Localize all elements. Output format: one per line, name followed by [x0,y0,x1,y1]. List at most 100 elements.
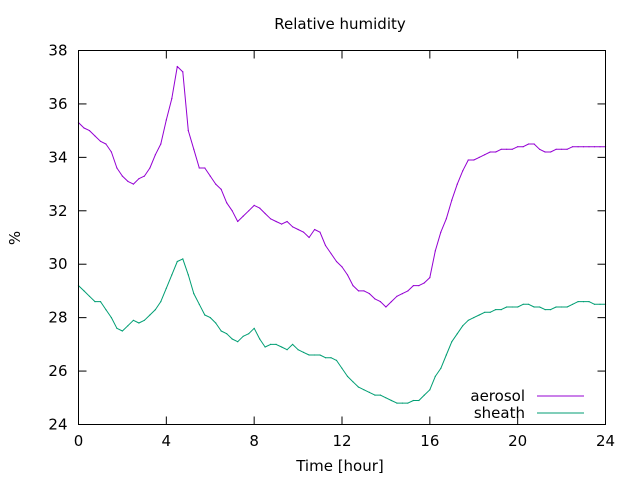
data-point-sheath [160,301,162,303]
data-point-sheath [270,343,272,345]
data-point-sheath [599,303,601,305]
y-tick-label: 38 [48,42,67,60]
data-point-aerosol [253,204,255,206]
y-tick-label: 34 [48,148,67,166]
data-point-aerosol [237,220,239,223]
data-point-sheath [550,309,552,311]
data-point-aerosol [379,301,381,303]
data-point-sheath [182,258,184,260]
data-point-aerosol [281,223,283,225]
data-point-aerosol [297,228,299,231]
data-point-sheath [237,341,239,343]
y-axis-label: % [6,231,24,245]
y-tick-label: 26 [48,362,67,380]
data-point-aerosol [478,156,480,158]
data-point-aerosol [121,175,123,177]
data-point-sheath [259,338,261,340]
data-point-aerosol [368,293,370,295]
data-point-sheath [341,367,343,369]
data-point-aerosol [286,220,288,223]
data-point-sheath [462,325,464,327]
data-point-aerosol [110,151,112,153]
data-point-sheath [248,333,250,335]
data-point-sheath [423,394,425,396]
data-point-sheath [264,346,266,348]
data-point-sheath [132,319,134,321]
data-point-aerosol [385,306,387,308]
data-point-sheath [138,322,140,324]
data-point-aerosol [390,301,392,303]
data-point-aerosol [462,170,464,172]
data-point-sheath [506,306,508,308]
data-point-sheath [281,346,283,348]
x-tick-label: 8 [249,432,259,450]
data-point-aerosol [593,146,596,148]
data-point-sheath [253,327,255,329]
data-point-aerosol [209,175,211,177]
data-point-sheath [154,309,156,311]
data-point-aerosol [204,167,206,169]
data-point-aerosol [132,183,134,185]
data-point-aerosol [165,119,167,121]
data-point-sheath [555,306,557,308]
data-point-sheath [204,314,206,316]
data-point-aerosol [138,178,140,180]
data-point-sheath [489,311,491,313]
data-point-aerosol [539,148,541,150]
data-point-sheath [577,301,579,303]
data-point-sheath [566,306,568,308]
data-point-sheath [314,354,316,356]
data-point-aerosol [149,167,151,169]
data-point-sheath [231,338,233,340]
data-point-sheath [582,301,585,303]
data-point-aerosol [231,210,233,212]
data-point-aerosol [83,127,85,129]
data-point-aerosol [357,290,360,292]
data-point-sheath [110,317,112,319]
data-point-aerosol [88,130,91,132]
data-point-sheath [292,343,294,345]
data-point-aerosol [187,130,189,132]
data-point-aerosol [352,285,354,287]
data-point-sheath [83,290,85,292]
data-point-aerosol [588,146,590,148]
data-point-aerosol [154,154,156,156]
data-point-aerosol [528,143,530,145]
data-point-sheath [412,399,414,402]
data-point-aerosol [423,282,425,284]
data-point-aerosol [303,231,305,233]
data-point-sheath [374,394,376,396]
data-point-aerosol [374,298,376,300]
data-point-aerosol [550,151,552,153]
data-point-sheath [346,375,349,377]
data-point-sheath [220,330,222,332]
data-point-aerosol [242,215,244,217]
data-point-sheath [330,357,332,359]
data-point-aerosol [198,167,200,169]
data-point-aerosol [511,148,513,150]
series-line-sheath [78,258,606,404]
legend-label-sheath: sheath [474,404,525,422]
data-point-sheath [215,322,217,324]
data-point-sheath [88,295,91,297]
data-point-sheath [517,306,519,308]
data-point-aerosol [522,146,524,148]
data-point-aerosol [396,295,398,297]
data-point-aerosol [176,65,178,68]
data-point-sheath [434,375,436,377]
data-point-sheath [303,351,305,353]
data-point-aerosol [572,146,574,148]
data-point-sheath [171,274,173,276]
data-point-aerosol [308,236,310,239]
data-point-sheath [226,333,228,335]
data-point-aerosol [99,140,102,142]
data-point-aerosol [533,143,535,145]
data-point-aerosol [451,199,453,201]
data-point-sheath [467,319,469,321]
data-point-aerosol [500,148,502,150]
chart-title: Relative humidity [274,15,406,33]
data-point-sheath [286,349,288,351]
data-point-sheath [429,389,431,391]
data-point-sheath [143,319,145,321]
